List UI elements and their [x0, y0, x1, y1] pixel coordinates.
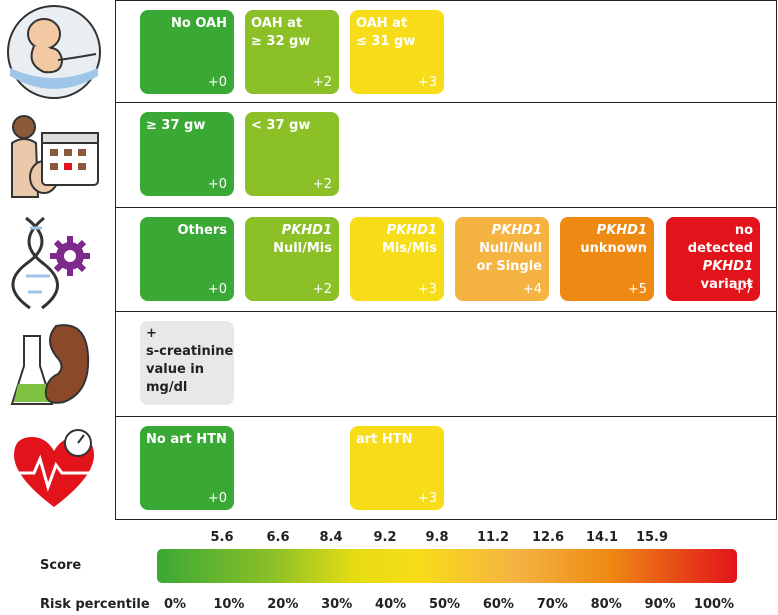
option-37gw-plus: ≥ 37 gw +0 — [140, 112, 234, 196]
kidney-flask-icon — [10, 324, 90, 405]
percentile-tick: 40% — [375, 597, 407, 612]
option-no-oah: No OAH +0 — [140, 10, 234, 94]
percentile-tick: 90% — [644, 597, 676, 612]
row-divider — [115, 0, 777, 1]
option-points: +4 — [522, 282, 542, 297]
option-label: Null/Null or Single — [476, 241, 542, 274]
score-table — [115, 0, 777, 520]
option-label: OAH at ≥ 32 gw — [251, 16, 311, 49]
row-divider — [115, 311, 777, 312]
option-points: +3 — [417, 282, 437, 297]
risk-axis-label: Risk percentile — [40, 597, 150, 612]
option-points: +0 — [207, 282, 227, 297]
gene-name: PKHD1 — [702, 259, 753, 274]
option-points: +7 — [733, 282, 753, 297]
score-tick: 5.6 — [210, 530, 234, 545]
option-points: +5 — [627, 282, 647, 297]
gene-name: PKHD1 — [596, 223, 647, 238]
option-label: No OAH — [171, 16, 227, 31]
option-label: variant — [700, 277, 753, 292]
score-tick: 12.6 — [531, 530, 565, 545]
option-label: unknown — [580, 241, 647, 256]
option-under-37gw: < 37 gw +2 — [245, 112, 339, 196]
option-pkhd1-null-mis: PKHD1 Null/Mis +2 — [245, 217, 339, 301]
option-others: Others +0 — [140, 217, 234, 301]
option-pkhd1-mis-mis: PKHD1 Mis/Mis +3 — [350, 217, 444, 301]
row-divider — [115, 416, 777, 417]
gene-name: PKHD1 — [281, 223, 332, 238]
option-points: +0 — [207, 75, 227, 90]
percentile-tick: 80% — [590, 597, 622, 612]
score-axis-label: Score — [40, 558, 82, 573]
pregnant-calendar-icon — [11, 115, 99, 198]
row-divider — [115, 102, 777, 103]
option-label: ≥ 37 gw — [146, 118, 206, 133]
option-label: OAH at ≤ 31 gw — [356, 16, 416, 49]
percentile-tick: 20% — [267, 597, 299, 612]
option-art-htn: art HTN +3 — [350, 426, 444, 510]
gene-name: PKHD1 — [386, 223, 437, 238]
option-label: + s-creatinine value in mg/dl — [146, 326, 234, 395]
score-tick: 9.8 — [425, 530, 449, 545]
option-points: +0 — [207, 491, 227, 506]
option-points: +2 — [312, 177, 332, 192]
option-s-creatinine: + s-creatinine value in mg/dl — [140, 321, 234, 405]
score-tick: 15.9 — [635, 530, 669, 545]
score-tick: 6.6 — [266, 530, 290, 545]
percentile-tick: 0% — [163, 597, 187, 612]
option-points: +2 — [312, 75, 332, 90]
option-label: Mis/Mis — [381, 241, 437, 256]
row-divider — [115, 207, 777, 208]
gene-name: PKHD1 — [491, 223, 542, 238]
option-points: +0 — [207, 177, 227, 192]
risk-gradient-bar — [157, 549, 737, 583]
option-points: +3 — [417, 491, 437, 506]
fetus-icon — [7, 5, 101, 99]
heart-pressure-icon — [14, 429, 94, 507]
option-no-art-htn: No art HTN +0 — [140, 426, 234, 510]
option-points: +2 — [312, 282, 332, 297]
score-tick: 11.2 — [476, 530, 510, 545]
score-tick: 14.1 — [585, 530, 619, 545]
percentile-tick: 70% — [536, 597, 568, 612]
option-no-pkhd1-variant: no detected PKHD1 variant +7 — [666, 217, 760, 301]
score-tick: 8.4 — [319, 530, 343, 545]
percentile-tick: 10% — [213, 597, 245, 612]
option-label-prefix: no detected — [687, 223, 753, 256]
option-oah-32: OAH at ≥ 32 gw +2 — [245, 10, 339, 94]
option-label: Null/Mis — [273, 241, 332, 256]
score-tick: 9.2 — [373, 530, 397, 545]
percentile-tick: 50% — [428, 597, 461, 612]
option-label: < 37 gw — [251, 118, 311, 133]
option-pkhd1-null-null: PKHD1 Null/Null or Single +4 — [455, 217, 549, 301]
percentile-tick: 100% — [693, 597, 735, 612]
option-points: +3 — [417, 75, 437, 90]
option-oah-31: OAH at ≤ 31 gw +3 — [350, 10, 444, 94]
percentile-tick: 30% — [321, 597, 353, 612]
option-label: art HTN — [356, 432, 413, 447]
dna-gear-icon — [11, 216, 90, 310]
option-pkhd1-unknown: PKHD1 unknown +5 — [560, 217, 654, 301]
option-label: No art HTN — [146, 432, 227, 447]
option-label: Others — [177, 223, 228, 238]
percentile-tick: 60% — [482, 597, 514, 612]
